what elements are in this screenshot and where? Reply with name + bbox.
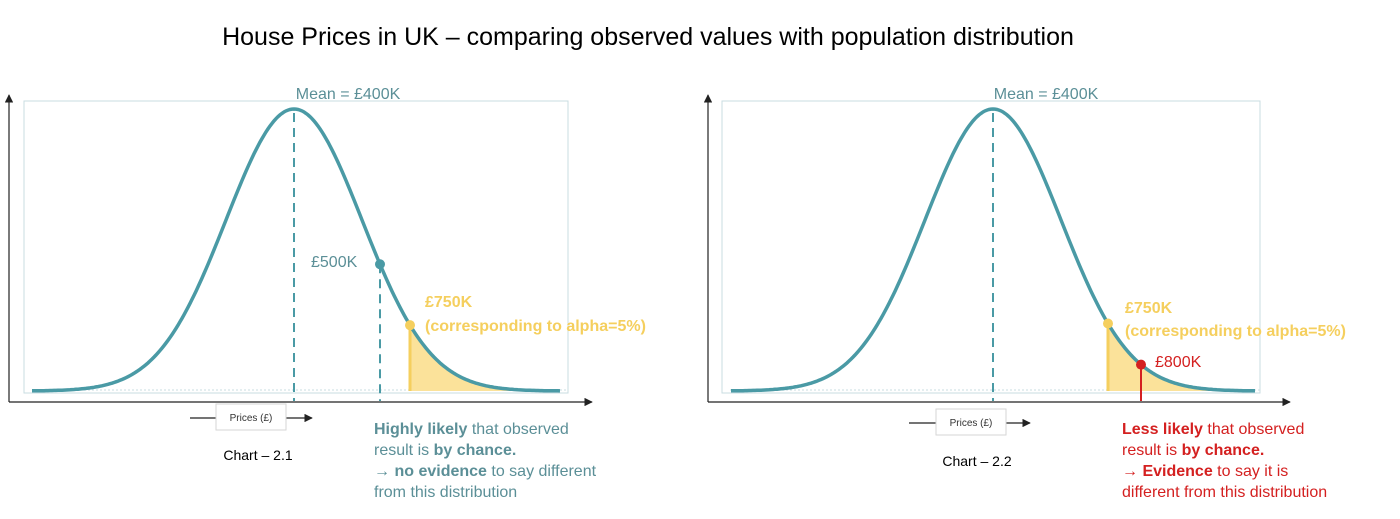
alpha-point-marker bbox=[1103, 318, 1113, 329]
observed-point-marker bbox=[1136, 359, 1146, 370]
note-emphasis: Less likely bbox=[1122, 421, 1203, 438]
conclusion-note: Less likely that observed result is by c… bbox=[1122, 421, 1327, 501]
observed-value-label: £500K bbox=[311, 254, 358, 271]
note-emphasis: no evidence bbox=[394, 463, 487, 480]
note-emphasis: Evidence bbox=[1142, 463, 1212, 480]
alpha-description-label: (corresponding to alpha=5%) bbox=[425, 318, 646, 335]
alpha-value-label: £750K bbox=[425, 294, 473, 311]
chart-caption: Chart – 2.2 bbox=[942, 453, 1011, 469]
chart-caption: Chart – 2.1 bbox=[223, 447, 292, 463]
plot-frame bbox=[23, 100, 569, 394]
alpha-value-label: £750K bbox=[1125, 300, 1173, 317]
alpha-tail-area bbox=[410, 325, 520, 391]
alpha-description-label: (corresponding to alpha=5%) bbox=[1125, 323, 1346, 340]
mean-label: Mean = £400K bbox=[296, 86, 401, 103]
alpha-point-marker bbox=[405, 320, 415, 331]
axis-label-box bbox=[215, 403, 287, 431]
note-text: that observed bbox=[1203, 421, 1304, 438]
axis-label-box bbox=[935, 408, 1007, 436]
distribution-curve bbox=[731, 107, 1255, 393]
conclusion-note: Highly likely that observed result is by… bbox=[374, 421, 601, 501]
distribution-curve bbox=[32, 107, 561, 393]
note-arrow: → bbox=[1122, 463, 1142, 480]
x-axis-label: Prices (£) bbox=[230, 413, 273, 424]
observed-point-marker bbox=[375, 259, 385, 270]
note-emphasis: by chance. bbox=[434, 442, 517, 459]
note-emphasis: by chance. bbox=[1182, 442, 1265, 459]
plot-frame bbox=[721, 100, 1261, 394]
chart-2-1: Mean = £400K £500K £750K (corresponding … bbox=[4, 86, 646, 501]
note-text: from this distribution bbox=[374, 484, 517, 501]
chart-2-2: Mean = £400K £800K £750K (corresponding … bbox=[703, 86, 1346, 501]
x-axis-label: Prices (£) bbox=[950, 418, 993, 429]
note-text: to say it is bbox=[1213, 463, 1289, 480]
note-text: result is bbox=[374, 442, 434, 459]
note-text: that observed bbox=[467, 421, 568, 438]
mean-label: Mean = £400K bbox=[994, 86, 1099, 103]
alpha-tail-area bbox=[1108, 323, 1218, 391]
page-title: House Prices in UK – comparing observed … bbox=[222, 23, 1074, 51]
note-text: result is bbox=[1122, 442, 1182, 459]
note-arrow: → bbox=[374, 463, 394, 480]
note-emphasis: Highly likely bbox=[374, 421, 467, 438]
observed-value-label: £800K bbox=[1155, 354, 1202, 371]
note-text: different from this distribution bbox=[1122, 484, 1327, 501]
note-text: to say different bbox=[487, 463, 597, 480]
